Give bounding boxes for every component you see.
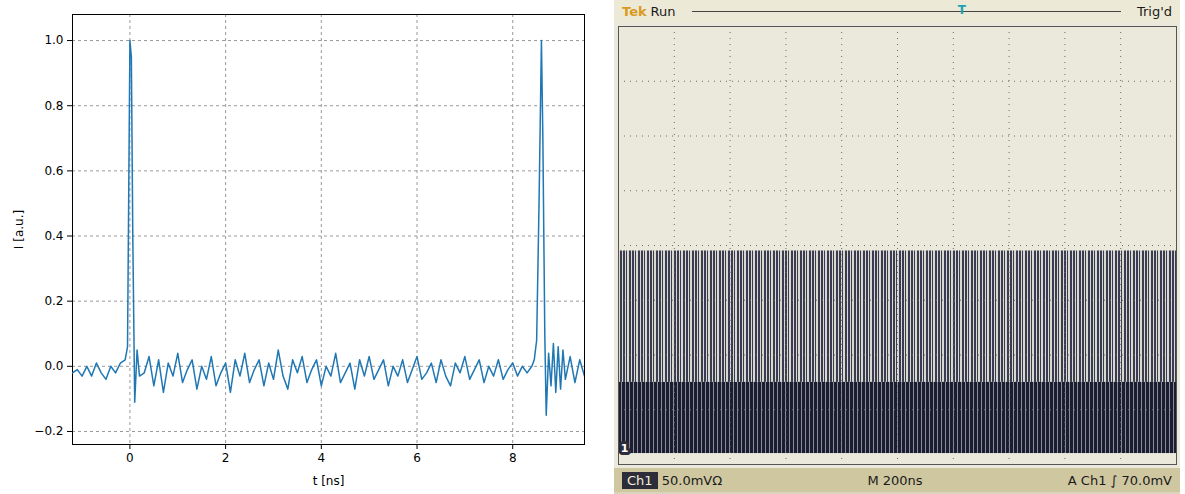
html-text:Ch1 50.0mVΩ: Ch1 50.0mVΩ bbox=[627, 472, 723, 488]
svg-text:1.0: 1.0 bbox=[44, 33, 63, 47]
svg-text:4: 4 bbox=[318, 451, 326, 465]
svg-text:t [ns]: t [ns] bbox=[313, 474, 345, 488]
html-text:Tek Run: Tek Run bbox=[622, 3, 676, 19]
svg-text:1: 1 bbox=[621, 442, 629, 455]
svg-text:0.2: 0.2 bbox=[44, 294, 63, 308]
svg-text:0.6: 0.6 bbox=[44, 164, 63, 178]
svg-text:−0.2: −0.2 bbox=[34, 424, 63, 438]
svg-text:I [a.u.]: I [a.u.] bbox=[12, 210, 26, 249]
svg-text:0.4: 0.4 bbox=[44, 229, 63, 243]
svg-text:6: 6 bbox=[413, 451, 421, 465]
html-text:T: T bbox=[957, 2, 966, 17]
html-text:A Ch1 ∫ 70.0mV: A Ch1 ∫ 70.0mV bbox=[1067, 472, 1172, 488]
svg-text:8: 8 bbox=[509, 451, 517, 465]
html-text:Trig'd: Trig'd bbox=[1136, 3, 1172, 19]
svg-text:2: 2 bbox=[222, 451, 230, 465]
svg-text:0.0: 0.0 bbox=[44, 359, 63, 373]
html-text:M 200ns: M 200ns bbox=[867, 472, 923, 488]
svg-text:0.8: 0.8 bbox=[44, 99, 63, 113]
svg-text:0: 0 bbox=[126, 451, 134, 465]
